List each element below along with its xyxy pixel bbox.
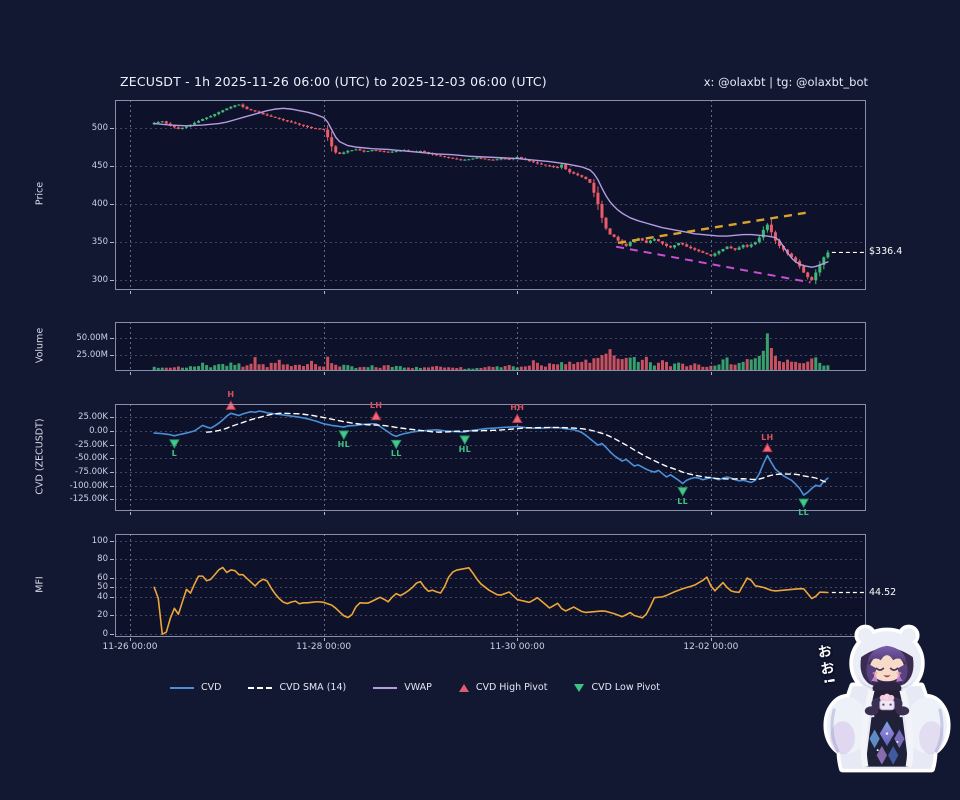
volume-ytick-label: 50.00M <box>76 333 108 344</box>
legend-item-cvd-high-pivot[interactable]: CVD High Pivot <box>458 682 548 693</box>
xtick-label: 11-30 00:00 <box>489 642 545 652</box>
mfi-ytick-label: 80 <box>97 554 108 565</box>
cvd-pivot-label-ll: LL <box>677 496 689 506</box>
legend-label: CVD SMA (14) <box>279 682 347 693</box>
last-price-label: $336.4 <box>869 246 903 258</box>
low-pivot-legend-icon <box>574 683 585 692</box>
mascot-illustration <box>823 624 951 773</box>
cvd-pivot-label-ll: LL <box>390 449 402 459</box>
left-eye <box>875 667 885 671</box>
mfi-ytick-label: 0 <box>102 629 108 640</box>
cvd-pivot-label-lh: LH <box>761 432 774 442</box>
price-ytick-label: 500 <box>91 123 108 134</box>
cvd-ytick-label: -75.00K <box>75 467 108 478</box>
mfi-ytick-label: 40 <box>97 591 108 602</box>
mfi-ytick-label: 60 <box>97 573 108 583</box>
legend-label: CVD High Pivot <box>475 682 548 693</box>
xtick-label: 11-26 00:00 <box>102 642 158 652</box>
mouth <box>883 674 891 678</box>
legend-item-cvd[interactable]: CVD <box>170 682 221 693</box>
legend-item-cvd-sma-14-[interactable]: CVD SMA (14) <box>248 682 346 693</box>
legend-label: CVD <box>201 682 222 693</box>
cvd-ytick-label: -125.00K <box>69 494 108 505</box>
legend-label: VWAP <box>404 682 432 693</box>
legend-item-vwap[interactable]: VWAP <box>373 682 432 693</box>
cvd-pivot-label-l: L <box>171 448 178 458</box>
cvd-pivot-label-hh: HH <box>510 403 525 413</box>
mfi-ytick-label: 50 <box>97 582 108 593</box>
watermark-handle: x: @olaxbt | tg: @olaxbt_bot <box>703 75 868 89</box>
cvd-ytick-label: 25.00K <box>78 412 108 423</box>
legend: CVD CVD SMA (14) VWAP CVD High Pivot CVD Low… <box>115 682 715 693</box>
price-axis-title: Price <box>34 181 46 206</box>
handheld-device <box>879 699 895 711</box>
price-ytick-label: 400 <box>91 199 108 210</box>
mascot-sticker: おお! <box>815 614 958 784</box>
cvd-pivot-label-lh: LH <box>369 400 383 410</box>
xtick-label: 12-02 00:00 <box>683 642 739 652</box>
price-ytick-label: 300 <box>91 275 108 286</box>
right-eye <box>889 667 899 671</box>
body-details <box>860 681 914 768</box>
cvd-pivot-label-hl: HL <box>458 444 472 454</box>
high-pivot-legend-icon <box>458 683 469 692</box>
cvd-pivot-label-hl: HL <box>337 440 350 450</box>
price-ytick-label: 450 <box>91 161 108 172</box>
legend-line-swatch <box>170 686 195 689</box>
chart-title: ZECUSDT - 1h 2025-11-26 06:00 (UTC) to 2… <box>120 74 547 89</box>
mfi-ytick-label: 100 <box>91 535 108 546</box>
price-ytick-label: 350 <box>91 237 108 248</box>
legend-line-swatch <box>373 686 398 689</box>
volume-ytick-label: 25.00M <box>76 349 108 360</box>
xtick-label: 11-28 00:00 <box>296 642 352 652</box>
cvd-ytick-label: -100.00K <box>69 480 108 491</box>
cvd-ytick-label: -50.00K <box>75 453 108 464</box>
face-and-hair <box>860 645 914 689</box>
legend-item-cvd-low-pivot[interactable]: CVD Low Pivot <box>574 682 660 693</box>
cvd-pivot-label-ll: LL <box>798 508 810 518</box>
legend-line-swatch <box>248 686 273 689</box>
legend-label: CVD Low Pivot <box>591 682 660 693</box>
cvd-pivot-label-h: H <box>227 390 235 400</box>
mfi-ytick-label: 20 <box>97 610 108 621</box>
mfi-last-value-label: 44.52 <box>869 586 897 598</box>
cvd-ytick-label: -25.00K <box>75 439 108 450</box>
cvd-ytick-label: 0.00 <box>89 425 108 436</box>
